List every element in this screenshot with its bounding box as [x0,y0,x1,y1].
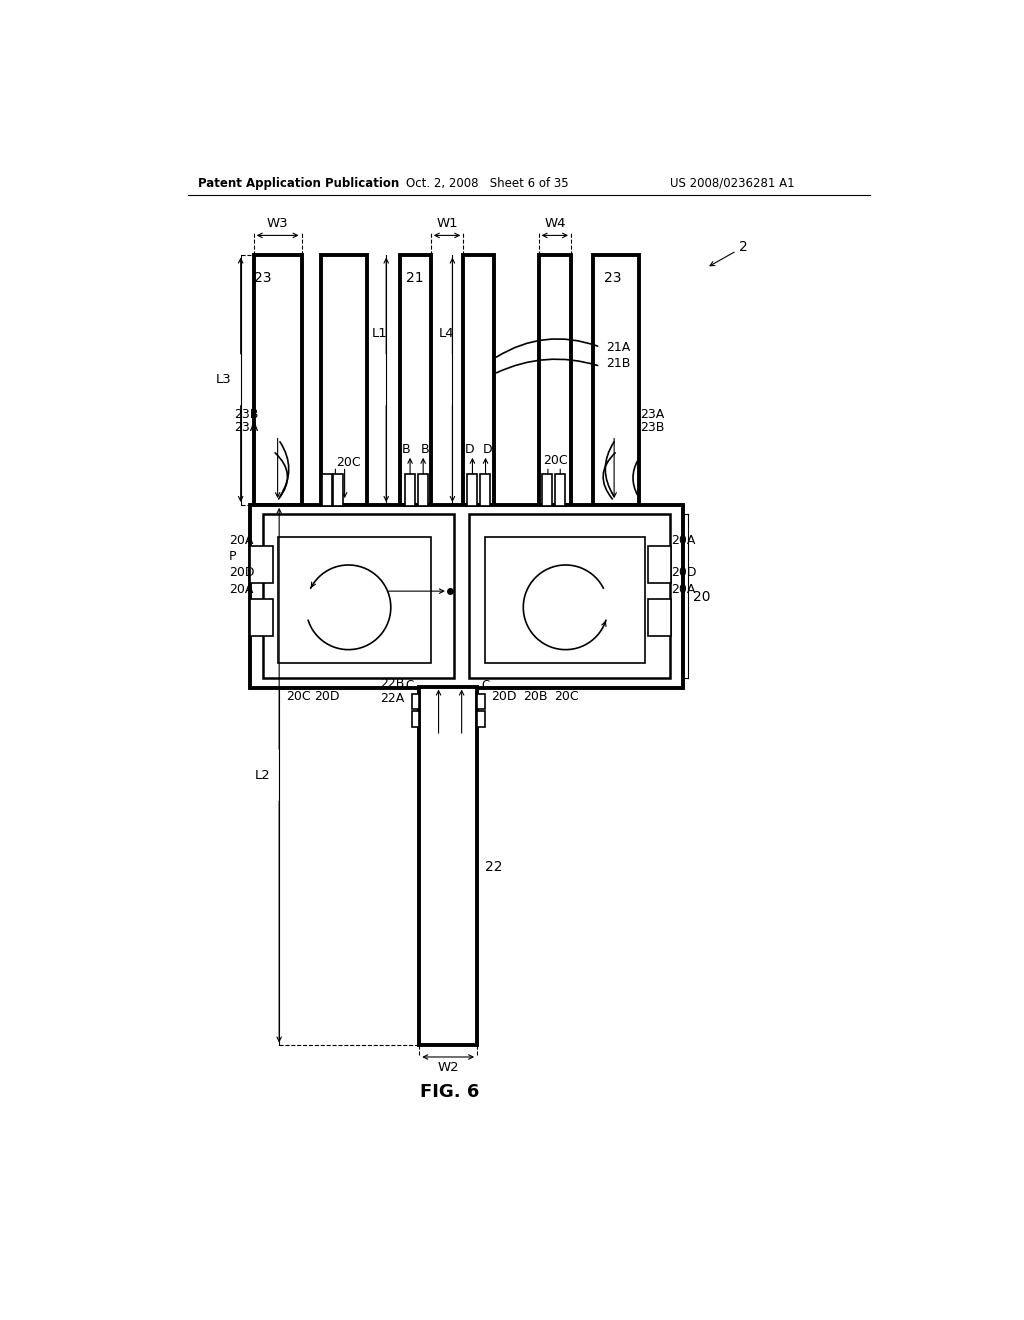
Text: P: P [229,550,237,564]
Text: 21: 21 [407,271,424,285]
Text: 20C: 20C [544,454,568,467]
Text: 20B: 20B [523,690,548,704]
Text: 23: 23 [604,271,622,285]
Text: 20A: 20A [671,533,695,546]
Text: 21B: 21B [605,358,630,371]
Text: 23: 23 [254,271,271,285]
Text: 20D: 20D [490,690,516,704]
Text: 23A: 23A [640,408,665,421]
Text: 20D: 20D [229,566,255,579]
Text: W4: W4 [544,216,565,230]
Bar [477,693,484,709]
Text: W2: W2 [437,1061,459,1074]
Bar [593,255,639,506]
Bar [263,515,454,678]
Bar [555,474,565,507]
Bar [648,546,671,583]
Bar [254,255,301,506]
Bar [539,255,571,506]
Text: Oct. 2, 2008   Sheet 6 of 35: Oct. 2, 2008 Sheet 6 of 35 [407,177,569,190]
Bar [250,599,273,636]
Bar [648,599,671,636]
Bar [463,255,494,506]
Bar [480,474,490,507]
Text: 21A: 21A [605,341,630,354]
Bar [250,506,683,688]
Bar [321,255,367,506]
Text: L1: L1 [372,327,388,341]
Bar [477,711,484,726]
Text: 20C: 20C [286,690,310,704]
Text: 20A: 20A [229,533,254,546]
Bar [250,546,273,583]
Text: C: C [481,680,489,693]
Text: B: B [421,444,429,455]
Bar [404,474,415,507]
Bar [419,688,477,1045]
Text: US 2008/0236281 A1: US 2008/0236281 A1 [670,177,795,190]
Text: L3: L3 [216,374,231,387]
Text: 20: 20 [692,590,711,605]
Text: L4: L4 [438,327,454,341]
Text: 2: 2 [739,240,748,253]
Bar [279,537,431,663]
Text: 20A: 20A [671,583,695,597]
Text: 20A: 20A [229,583,254,597]
Text: 20D: 20D [671,566,696,579]
Text: C: C [406,680,414,693]
Bar [333,474,343,507]
Text: 22A: 22A [380,693,404,705]
Bar [418,474,428,507]
Text: Patent Application Publication: Patent Application Publication [199,177,399,190]
Text: D: D [483,444,493,455]
Text: 23A: 23A [233,421,258,434]
Text: 20D: 20D [314,690,340,704]
Bar [412,711,419,726]
Bar [469,515,670,678]
Text: D: D [465,444,474,455]
Text: 23B: 23B [233,408,258,421]
Text: 22B: 22B [380,677,404,690]
Bar [322,474,332,507]
Bar [412,693,419,709]
Text: W1: W1 [436,216,458,230]
Text: B: B [401,444,411,455]
Text: 20C: 20C [336,455,360,469]
Bar [542,474,552,507]
Text: FIG. 6: FIG. 6 [421,1082,480,1101]
Text: 22: 22 [484,859,502,874]
Bar [400,255,431,506]
Text: 20C: 20C [554,690,579,704]
Text: W3: W3 [267,216,289,230]
Bar [467,474,477,507]
Bar [484,537,645,663]
Text: 23B: 23B [640,421,665,434]
Text: L2: L2 [254,768,270,781]
